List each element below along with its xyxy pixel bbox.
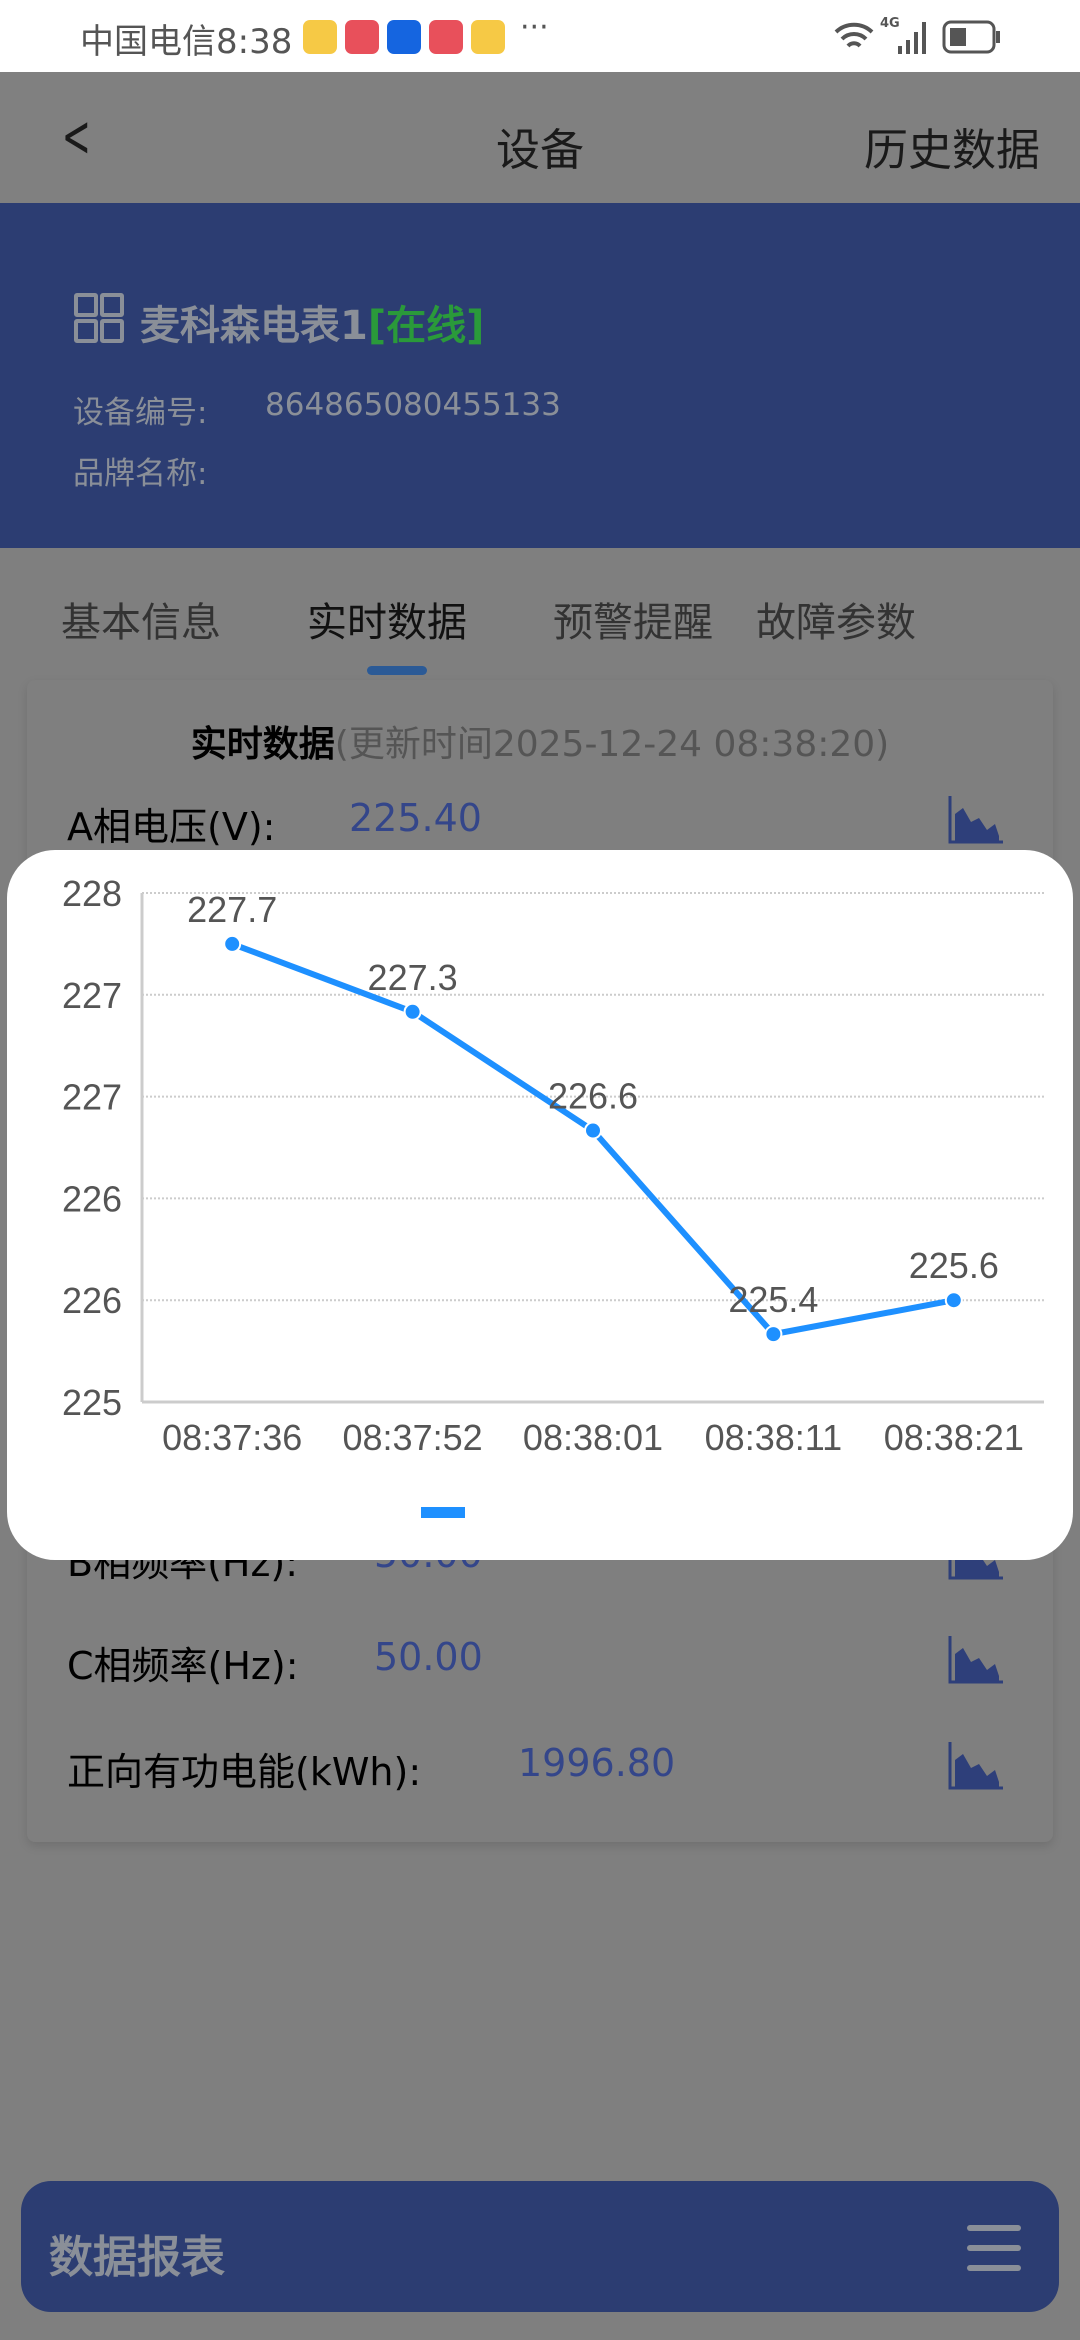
chart-popup: 225 226 226 227 227 228 08:37:36 08:37:52 08:38:…: [7, 850, 1073, 1560]
realtime-title: 实时数据(更新时间2025-12-24 08:38:20): [190, 724, 890, 765]
device-id-label: 设备编号:: [73, 395, 208, 431]
data-label: 226.6: [548, 1076, 638, 1117]
row-value: 1996.80: [518, 1741, 676, 1785]
menu-icon[interactable]: [967, 2225, 1021, 2271]
y-tick-label: 225: [62, 1382, 122, 1423]
trend-chart-icon[interactable]: [947, 1742, 1003, 1790]
data-point: [223, 934, 242, 953]
row-label: A相电压(V):: [67, 805, 276, 849]
data-label: 225.4: [728, 1279, 818, 1320]
y-tick-label: 226: [62, 1178, 122, 1219]
page-title: 设备: [496, 125, 584, 176]
history-data-button[interactable]: 历史数据: [864, 125, 1040, 176]
network-type: 4G: [880, 16, 900, 31]
status-badge: [在线]: [367, 303, 485, 349]
data-report-label: 数据报表: [49, 2232, 225, 2283]
x-tick-label: 08:38:11: [705, 1417, 842, 1458]
y-tick-label: 228: [62, 873, 122, 914]
tab-realtime-data[interactable]: 实时数据: [307, 600, 467, 646]
weibo-icon: [471, 20, 505, 54]
huawei-store-icon: [345, 20, 379, 54]
trend-chart-icon[interactable]: [947, 1636, 1003, 1684]
trend-chart-icon[interactable]: [947, 796, 1003, 844]
back-button[interactable]: <: [61, 102, 91, 170]
voltage-line-chart: 225 226 226 227 227 228 08:37:36 08:37:52 08:38:…: [62, 873, 1044, 1518]
y-tick-label: 226: [62, 1280, 122, 1321]
data-label: 225.6: [909, 1245, 999, 1286]
device-id-value: 864865080455133: [265, 387, 561, 423]
row-value: 225.40: [349, 796, 482, 840]
x-tick-label: 08:37:52: [343, 1417, 483, 1458]
tab-fault-params[interactable]: 故障参数: [756, 600, 916, 646]
row-label: C相频率(Hz):: [67, 1644, 299, 1688]
more-notifications-icon: ···: [520, 10, 549, 45]
data-label: 227.7: [187, 889, 277, 930]
tab-basic-info[interactable]: 基本信息: [61, 600, 221, 646]
y-tick-label: 227: [62, 975, 122, 1016]
grid-icon: [74, 293, 124, 343]
data-point: [944, 1291, 963, 1310]
nav-bar: < 设备 历史数据: [0, 72, 1080, 203]
data-point: [584, 1121, 602, 1140]
battery-icon: [942, 20, 1000, 54]
status-carrier-time: 中国电信8:38: [80, 22, 293, 62]
y-tick-label: 227: [62, 1077, 122, 1118]
data-point: [403, 1002, 422, 1021]
tab-indicator: [367, 666, 427, 675]
bulb-icon: [387, 20, 421, 54]
row-value: 50.00: [374, 1635, 483, 1679]
device-header: 麦科森电表1[在线] 设备编号: 864865080455133 品牌名称:: [0, 203, 1080, 548]
status-bar: 中国电信8:38 ··· 4G: [0, 0, 1080, 72]
x-tick-label: 08:38:01: [523, 1417, 663, 1458]
legend-marker: [421, 1507, 465, 1518]
x-tick-label: 08:38:21: [884, 1417, 1024, 1458]
data-point: [764, 1325, 783, 1344]
x-tick-label: 08:37:36: [162, 1417, 302, 1458]
tab-alerts[interactable]: 预警提醒: [553, 600, 713, 646]
row-label: 正向有功电能(kWh):: [67, 1750, 422, 1794]
huawei-store-icon: [429, 20, 463, 54]
signal-icon: [898, 22, 926, 54]
brand-label: 品牌名称:: [73, 456, 208, 492]
data-report-bar[interactable]: 数据报表: [21, 2181, 1059, 2312]
device-name: 麦科森电表1[在线]: [140, 303, 485, 349]
wifi-icon: [834, 22, 874, 48]
data-label: 227.3: [368, 957, 458, 998]
weibo-icon: [303, 20, 337, 54]
